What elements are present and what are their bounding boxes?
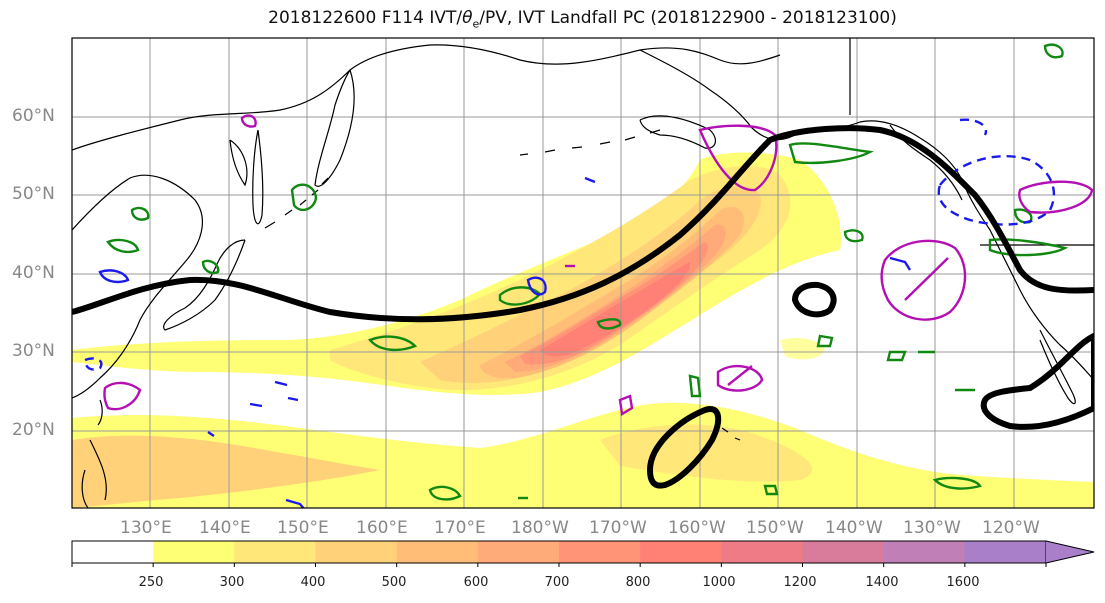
coast-hawaii [721, 427, 741, 441]
lon-label-170e: 170°E [434, 518, 486, 538]
lon-label-160e: 160°E [356, 518, 408, 538]
lon-label-130w: 130°W [903, 518, 961, 538]
lon-label-150w: 150°W [746, 518, 804, 538]
colorbar-segment [964, 541, 1047, 563]
coast-asia-mainland [72, 174, 204, 399]
ivt-plume-500 [480, 206, 744, 379]
ivt-landfall-contours [103, 114, 1094, 416]
colorbar-tick-label: 700 [544, 575, 570, 590]
ivt-plume-outer [72, 152, 841, 395]
lat-label-20n: 20°N [12, 420, 55, 440]
colorbar-tick-label: 500 [381, 575, 407, 590]
coast-kamchatka [314, 69, 355, 187]
colorbar-segment [883, 541, 966, 563]
lon-label-120w: 120°W [982, 518, 1040, 538]
coast-okhotsk [229, 139, 248, 187]
lon-label-170w: 170°W [589, 518, 647, 538]
ivt-plume-800 [540, 262, 691, 357]
map-frame [71, 37, 1095, 509]
pc-small-circle [791, 281, 837, 318]
colorbar [71, 540, 1095, 567]
colorbar-tick-label: 600 [463, 575, 489, 590]
colorbar-segment [721, 541, 803, 563]
coast-philippines-taiwan [81, 399, 107, 508]
lon-label-180w: 180°W [511, 518, 569, 538]
ivt-band-southern-inner [72, 435, 380, 508]
lon-label-160w: 160°W [668, 518, 726, 538]
colorbar-segment [640, 541, 722, 563]
colorbar-tick-label: 1400 [865, 575, 899, 590]
colorbar-tick-label: 300 [219, 575, 245, 590]
colorbar-segment [234, 541, 316, 563]
colorbar-tick-label: 1000 [702, 575, 736, 590]
theta-e-contours [83, 118, 1056, 508]
colorbar-segment [153, 541, 235, 563]
ivt-landfall-pc-lines [72, 125, 1094, 489]
coast-kuril-islands [264, 177, 329, 229]
colorbar-tick-label: 250 [138, 575, 164, 590]
lat-label-40n: 40°N [12, 263, 55, 283]
graticule [72, 38, 1094, 508]
colorbar-segment [559, 541, 641, 563]
ivt-band-southern [72, 402, 1094, 508]
colorbar-segment [396, 541, 479, 563]
colorbar-tick-label: 1200 [783, 575, 817, 590]
lon-label-150e: 150°E [277, 518, 329, 538]
coast-japan [163, 239, 246, 331]
lon-label-140e: 140°E [199, 518, 251, 538]
ivt-plume-700 [520, 242, 708, 365]
coast-aleutians [519, 129, 661, 156]
lat-label-50n: 50°N [12, 184, 55, 204]
colorbar-tick-label: 800 [625, 575, 651, 590]
coast-siberia [72, 44, 781, 151]
map-title: 2018122600 F114 IVT/θe/PV, IVT Landfall … [268, 8, 897, 31]
pc-hawaii-loop [646, 406, 722, 489]
coast-sakhalin [252, 129, 264, 225]
colorbar-segment [72, 541, 154, 563]
lon-label-140w: 140°W [825, 518, 883, 538]
pc-southeast-loop [980, 332, 1094, 430]
lat-label-60n: 60°N [12, 106, 55, 126]
lat-label-30n: 30°N [12, 341, 55, 361]
colorbar-tick-label: 1600 [946, 575, 980, 590]
colorbar-segment [315, 541, 398, 563]
pc-northern-arc [72, 125, 1094, 323]
colorbar-segment [477, 541, 560, 563]
colorbar-extend-arrow [1045, 540, 1095, 564]
ivt-east-hawaii [780, 338, 825, 360]
colorbar-segment [802, 541, 885, 563]
lon-label-130e: 130°E [120, 518, 172, 538]
colorbar-tick-label: 400 [300, 575, 326, 590]
